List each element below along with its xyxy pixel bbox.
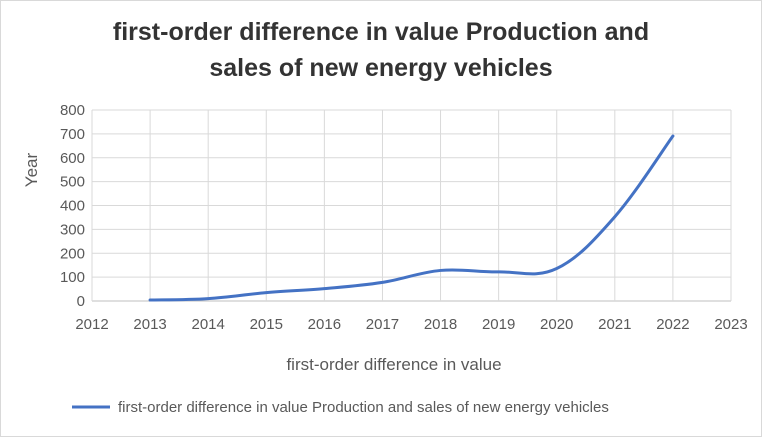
y-axis-label: Year xyxy=(22,152,41,187)
x-axis-label: first-order difference in value xyxy=(286,355,501,374)
x-tick-label-2017: 2017 xyxy=(366,316,399,333)
series-group xyxy=(148,134,675,302)
y-tick-label-100: 100 xyxy=(60,269,85,286)
y-tick-label-500: 500 xyxy=(60,174,85,191)
y-tick-label-200: 200 xyxy=(60,245,85,262)
gridlines xyxy=(91,109,732,302)
legend: first-order difference in value Producti… xyxy=(72,399,609,416)
x-tick-label-2012: 2012 xyxy=(75,316,108,333)
x-tick-label-2018: 2018 xyxy=(424,316,457,333)
y-tick-label-800: 800 xyxy=(60,102,85,119)
x-tick-label-2013: 2013 xyxy=(133,316,166,333)
y-tick-label-0: 0 xyxy=(77,293,85,310)
chart-title-line-1: first-order difference in value Producti… xyxy=(112,18,650,46)
chart-title: first-order difference in value Producti… xyxy=(0,14,762,86)
x-tick-label-2023: 2023 xyxy=(714,316,747,333)
chart-title-line-2: sales of new energy vehicles xyxy=(209,54,553,82)
x-tick-label-2022: 2022 xyxy=(656,316,689,333)
x-tick-label-2014: 2014 xyxy=(191,316,224,333)
x-axis-ticks: 2012 2013 2014 2015 2016 2017 2018 2019 2020 2021… xyxy=(75,316,747,333)
y-axis-ticks: 0 100 200 300 400 500 600 700 800 xyxy=(60,102,85,310)
y-tick-label-300: 300 xyxy=(60,221,85,238)
x-tick-label-2020: 2020 xyxy=(540,316,573,333)
legend-label: first-order difference in value Producti… xyxy=(118,399,609,416)
x-tick-label-2016: 2016 xyxy=(308,316,341,333)
x-tick-label-2021: 2021 xyxy=(598,316,631,333)
y-tick-label-400: 400 xyxy=(60,198,85,215)
x-tick-label-2015: 2015 xyxy=(250,316,283,333)
y-tick-label-600: 600 xyxy=(60,150,85,167)
series-line-0 xyxy=(148,134,675,302)
x-tick-label-2019: 2019 xyxy=(482,316,515,333)
y-tick-label-700: 700 xyxy=(60,126,85,143)
